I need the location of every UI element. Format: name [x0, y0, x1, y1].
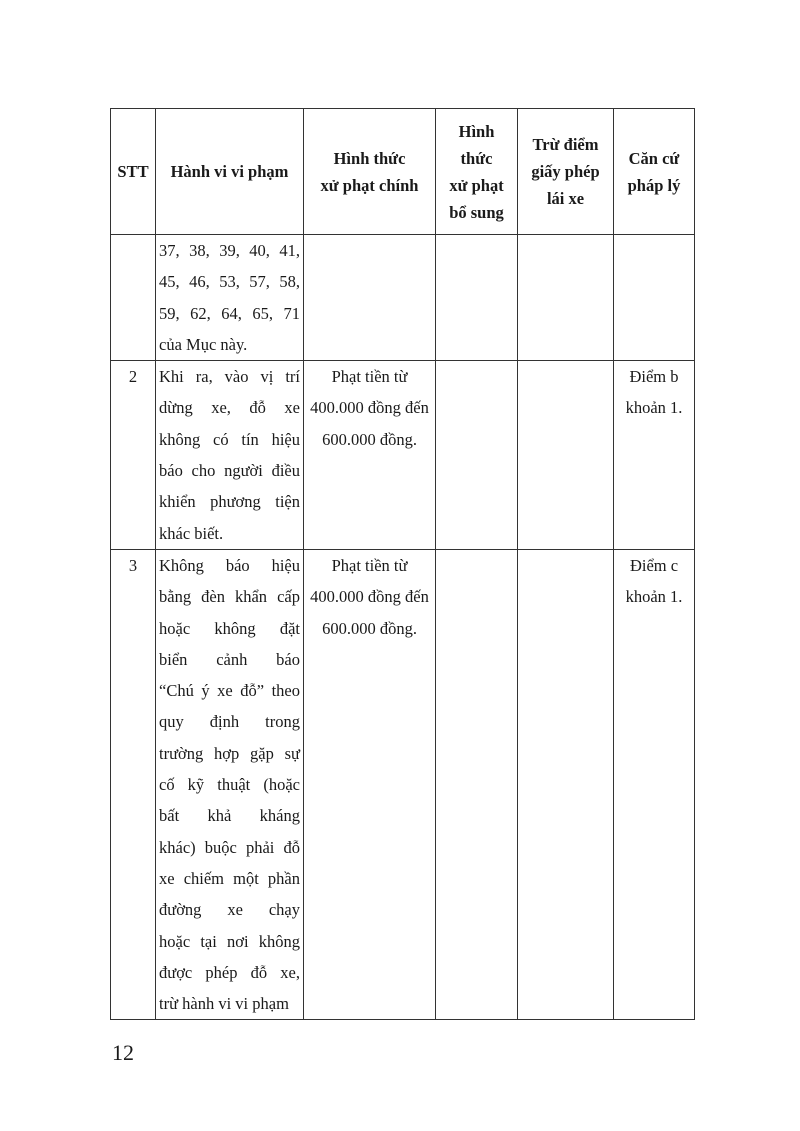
points-cell — [517, 233, 614, 362]
legal-cell: Điểm b khoản 1. — [613, 360, 695, 550]
violation-line: Không báo hiệu — [159, 555, 300, 575]
violation-line: dừng xe, đỗ xe — [159, 398, 300, 418]
penalty-cell — [303, 233, 436, 362]
violation-line: 37, 38, 39, 40, 41, — [159, 241, 300, 260]
header-text: bổ sung — [449, 202, 504, 222]
violation-line: bằng đèn khẩn cấp — [159, 587, 300, 607]
header-text: giấy phép — [531, 162, 600, 181]
violation-line: khiển phương tiện — [159, 492, 300, 512]
violation-line: khác biết. — [159, 523, 224, 543]
violation-line: báo cho người điều — [159, 461, 300, 481]
column-header: STT — [110, 108, 156, 235]
violation-cell: Khi ra, vào vị trí dừng xe, đỗ xe không có… — [155, 360, 304, 550]
header-text: Trừ điểm — [532, 135, 599, 154]
header-text: Hình — [458, 121, 495, 141]
stt-cell — [110, 233, 156, 362]
table-row: 2 Khi ra, vào vị trí dừng xe, đỗ xe không c… — [110, 360, 695, 550]
header-text: STT — [117, 162, 149, 181]
violation-line: “Chú ý xe đỗ” theo — [159, 681, 300, 701]
legal-line: khoản 1. — [625, 587, 683, 607]
header-text: pháp lý — [627, 175, 681, 195]
violation-line: bất khả kháng — [159, 806, 300, 826]
violation-line: xe chiếm một phần — [159, 868, 300, 888]
column-header: Trừ điểm giấy phép lái xe — [517, 108, 614, 235]
violation-line: khác) buộc phải đỗ — [159, 837, 300, 857]
violation-line: 45, 46, 53, 57, 58, — [159, 272, 300, 292]
column-header: Hành vi vi phạm — [155, 108, 304, 235]
violation-line: biển cảnh báo — [159, 649, 300, 669]
violation-line: không có tín hiệu — [159, 429, 300, 449]
violation-line: trường hợp gặp sự — [159, 743, 300, 763]
column-header: Hình thức xử phạt chính — [303, 108, 436, 235]
violation-line: hoặc không đặt — [159, 618, 300, 638]
header-text: Hành vi vi phạm — [170, 162, 289, 181]
header-text: lái xe — [546, 189, 585, 208]
column-header: Căn cứ pháp lý — [613, 108, 695, 235]
table-row: 37, 38, 39, 40, 41, 45, 46, 53, 57, 58, 59… — [110, 233, 695, 362]
header-text: Căn cứ — [628, 148, 680, 168]
legal-cell — [613, 233, 695, 362]
header-row: STT Hành vi vi phạm Hình thức xử phạt chính… — [110, 108, 695, 235]
legal-cell: Điểm c khoản 1. — [613, 548, 695, 1021]
points-cell — [517, 548, 614, 1021]
header-text: xử phạt — [449, 175, 504, 195]
page-number: 12 — [112, 1040, 134, 1065]
legal-line: Điểm b — [629, 367, 679, 387]
legal-line: khoản 1. — [625, 398, 683, 418]
points-cell — [517, 360, 614, 550]
penalty-line: Phạt tiền từ — [331, 367, 408, 387]
violation-line: đường xe chạy — [159, 900, 300, 920]
penalty-line: 600.000 đồng. — [322, 618, 417, 638]
penalty-line: 400.000 đồng đến — [310, 587, 429, 607]
penalty-line: Phạt tiền từ — [331, 555, 408, 575]
additional-cell — [435, 548, 518, 1021]
violation-line: Khi ra, vào vị trí — [159, 367, 300, 387]
violation-line: trừ hành vi vi phạm — [159, 994, 289, 1014]
penalty-cell: Phạt tiền từ 400.000 đồng đến 600.000 đồng… — [303, 548, 436, 1021]
violation-line: 59, 62, 64, 65, 71 — [159, 303, 300, 323]
additional-cell — [435, 233, 518, 362]
penalty-table: STT Hành vi vi phạm Hình thức xử phạt chính… — [110, 108, 695, 1021]
header-text: Hình thức — [333, 148, 406, 168]
column-header: Hình thức xử phạt bổ sung — [435, 108, 518, 235]
violation-line: của Mục này. — [159, 334, 248, 354]
header-text: thức — [460, 148, 493, 168]
violation-cell: Không báo hiệu bằng đèn khẩn cấp hoặc khôn… — [155, 548, 304, 1021]
violation-cell: 37, 38, 39, 40, 41, 45, 46, 53, 57, 58, 59… — [155, 233, 304, 362]
violation-line: quy định trong — [159, 712, 300, 732]
stt-cell: 3 — [110, 548, 156, 1021]
violation-line: được phép đỗ xe, — [159, 962, 300, 982]
header-text: xử phạt chính — [320, 175, 419, 195]
violation-line: cố kỹ thuật (hoặc — [159, 775, 300, 795]
penalty-cell: Phạt tiền từ 400.000 đồng đến 600.000 đồng… — [303, 360, 436, 550]
violation-line: hoặc tại nơi không — [159, 931, 300, 951]
additional-cell — [435, 360, 518, 550]
stt-cell: 2 — [110, 360, 156, 550]
penalty-line: 400.000 đồng đến — [310, 398, 429, 418]
legal-line: Điểm c — [629, 555, 679, 575]
table-row: 3 Không báo hiệu bằng đèn khẩn cấp hoặc khô… — [110, 548, 695, 1021]
penalty-line: 600.000 đồng. — [322, 429, 417, 449]
